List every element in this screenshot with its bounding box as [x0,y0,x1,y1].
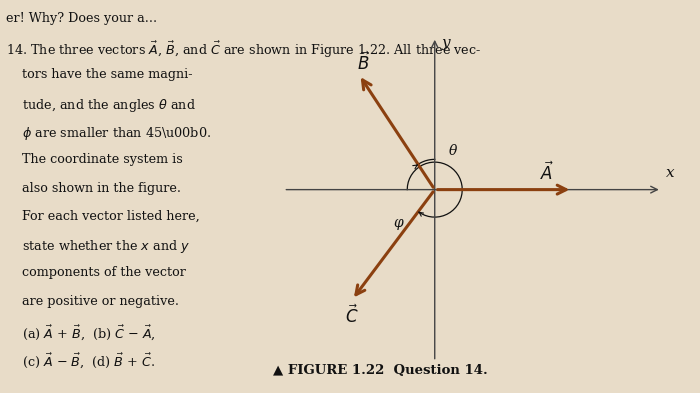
Text: also shown in the figure.: also shown in the figure. [6,182,181,195]
Text: 14. The three vectors $\vec{A}$, $\vec{B}$, and $\vec{C}$ are shown in Figure 1.: 14. The three vectors $\vec{A}$, $\vec{B… [6,40,481,61]
Text: $\vec{C}$: $\vec{C}$ [345,305,359,327]
Text: tors have the same magni-: tors have the same magni- [6,68,192,81]
Text: components of the vector: components of the vector [6,266,186,279]
Text: φ: φ [393,216,403,230]
Text: $\vec{B}$: $\vec{B}$ [356,52,370,74]
Text: ▲ FIGURE 1.22  Question 14.: ▲ FIGURE 1.22 Question 14. [273,364,488,377]
Text: (c) $\vec{A}$ − $\vec{B}$,  (d) $\vec{B}$ + $\vec{C}$.: (c) $\vec{A}$ − $\vec{B}$, (d) $\vec{B}$… [6,351,155,370]
Text: $\vec{A}$: $\vec{A}$ [540,162,554,184]
Text: θ: θ [449,144,457,158]
Text: The coordinate system is: The coordinate system is [6,153,183,166]
Text: $\phi$ are smaller than 45\u00b0.: $\phi$ are smaller than 45\u00b0. [6,125,211,142]
Text: state whether the $x$ and $y$: state whether the $x$ and $y$ [6,238,190,255]
Text: For each vector listed here,: For each vector listed here, [6,210,199,223]
Text: are positive or negative.: are positive or negative. [6,295,179,308]
Text: tude, and the angles $\theta$ and: tude, and the angles $\theta$ and [6,97,196,114]
Text: x: x [666,166,674,180]
Text: y: y [442,36,450,50]
Text: er! Why? Does your a...: er! Why? Does your a... [6,12,157,25]
Text: (a) $\vec{A}$ + $\vec{B}$,  (b) $\vec{C}$ − $\vec{A}$,: (a) $\vec{A}$ + $\vec{B}$, (b) $\vec{C}$… [6,323,155,342]
